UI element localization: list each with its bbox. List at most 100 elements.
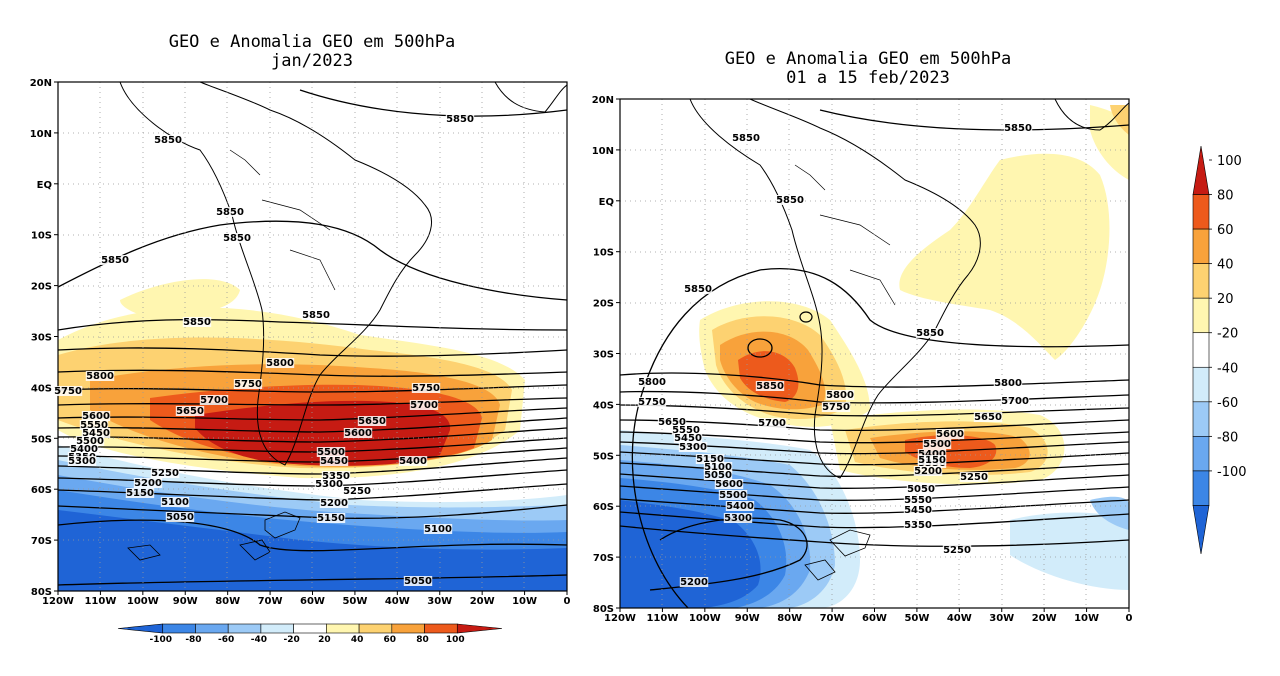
svg-text:5800: 5800 xyxy=(826,390,854,401)
latitude-tick-label: 50S xyxy=(593,451,614,462)
contour-label: 5850 xyxy=(731,133,761,144)
contour-label: 5250 xyxy=(150,468,180,479)
longitude-tick-label: 10W xyxy=(512,596,537,607)
colorbar-swatch xyxy=(1192,470,1210,506)
svg-text:5650: 5650 xyxy=(358,416,386,427)
contour-label: 5200 xyxy=(913,466,943,477)
longitude-tick-label: 110W xyxy=(646,613,678,624)
horizontal-colorbar: -100 -80 -60 -40 -20 20 40 60 80 100 xyxy=(117,623,503,645)
colorbar-tick-label: 20 xyxy=(1217,292,1234,307)
svg-text:5150: 5150 xyxy=(317,513,345,524)
svg-text:5850: 5850 xyxy=(183,317,211,328)
colorbar-tick-label: -100 xyxy=(1217,465,1247,480)
map1-anomaly-field xyxy=(58,82,567,591)
contour-label: 5400 xyxy=(69,444,99,455)
latitude-tick-label: 60S xyxy=(593,502,614,513)
contour-label: 5750 xyxy=(821,402,851,413)
contour-label: 5500 xyxy=(718,490,748,501)
colorbar-swatch xyxy=(1192,332,1210,368)
longitude-tick-label: 80W xyxy=(215,596,240,607)
svg-text:5450: 5450 xyxy=(904,505,932,516)
svg-text:5850: 5850 xyxy=(756,381,784,392)
contour-label: 5500 xyxy=(922,439,952,450)
latitude-tick-label: 40S xyxy=(31,383,52,394)
map-panel-february: GEO e Anomalia GEO em 500hPa 01 a 15 feb… xyxy=(592,49,1133,624)
colorbar-tick-label: 40 xyxy=(351,635,364,645)
contour-label: 5850 xyxy=(301,310,331,321)
colorbar-tick-label: 80 xyxy=(1217,189,1234,204)
colorbar-tick-label: 100 xyxy=(446,635,465,645)
colorbar-swatch xyxy=(424,623,458,634)
svg-text:5300: 5300 xyxy=(679,442,707,453)
map2-contour-labels: 5850585058505850585058505800580058005750… xyxy=(637,123,1033,588)
svg-text:5300: 5300 xyxy=(724,513,752,524)
svg-text:5600: 5600 xyxy=(715,479,743,490)
contour-label: 5250 xyxy=(959,472,989,483)
svg-text:5700: 5700 xyxy=(200,395,228,406)
svg-text:5200: 5200 xyxy=(320,498,348,509)
colorbar-swatch xyxy=(456,623,503,634)
longitude-tick-label: 90W xyxy=(735,613,760,624)
latitude-tick-label: 20S xyxy=(31,282,52,293)
colorbar-swatch xyxy=(358,623,393,634)
svg-text:5050: 5050 xyxy=(166,512,194,523)
contour-label: 5200 xyxy=(319,498,349,509)
svg-text:5850: 5850 xyxy=(446,114,474,125)
longitude-tick-label: 90W xyxy=(173,596,198,607)
contour-label: 5700 xyxy=(199,395,229,406)
svg-text:5100: 5100 xyxy=(161,497,189,508)
map1-longitude-ticks: 120W 110W 100W 90W 80W 70W 60W 50W 40W 30W 20W 10W 0 xyxy=(42,591,571,607)
colorbar-tick-label: -40 xyxy=(1217,361,1238,376)
contour-label: 5600 xyxy=(81,411,111,422)
svg-text:5100: 5100 xyxy=(424,524,452,535)
svg-text:5500: 5500 xyxy=(923,439,951,450)
contour-label: 5300 xyxy=(314,479,344,490)
svg-text:5200: 5200 xyxy=(134,478,162,489)
contour-label: 5700 xyxy=(409,400,439,411)
contour-label: 5550 xyxy=(903,495,933,506)
contour-label: 5650 xyxy=(973,412,1003,423)
latitude-tick-label: 70S xyxy=(593,553,614,564)
longitude-tick-label: 80W xyxy=(777,613,802,624)
svg-text:5700: 5700 xyxy=(758,418,786,429)
svg-text:5800: 5800 xyxy=(994,378,1022,389)
latitude-tick-label: 20N xyxy=(30,78,52,89)
svg-text:5150: 5150 xyxy=(918,455,946,466)
colorbar-tick-label: -80 xyxy=(185,635,201,645)
latitude-tick-label: 20S xyxy=(593,299,614,310)
contour-label: 5050 xyxy=(403,576,433,587)
svg-text:5750: 5750 xyxy=(54,386,82,397)
colorbar-tick-label: 20 xyxy=(318,635,331,645)
contour-label: 5200 xyxy=(679,577,709,588)
colorbar-swatch xyxy=(1192,297,1210,334)
contour-label: 5750 xyxy=(637,397,667,408)
colorbar-tick-label: 60 xyxy=(1217,223,1234,238)
svg-text:5250: 5250 xyxy=(943,545,971,556)
svg-text:5500: 5500 xyxy=(719,490,747,501)
latitude-tick-label: EQ xyxy=(599,197,614,208)
contour-label: 5800 xyxy=(993,378,1023,389)
contour-label: 5500 xyxy=(316,447,346,458)
longitude-tick-label: 50W xyxy=(904,613,929,624)
colorbar-swatch xyxy=(1192,228,1210,264)
colorbar-tick-label: -20 xyxy=(1217,327,1238,342)
svg-text:5600: 5600 xyxy=(344,428,372,439)
contour-label: 5600 xyxy=(343,428,373,439)
contour-label: 5350 xyxy=(321,471,351,482)
contour-label: 5650 xyxy=(357,416,387,427)
longitude-tick-label: 30W xyxy=(989,613,1014,624)
contour-label: 5050 xyxy=(703,470,733,481)
contour-label: 5300 xyxy=(678,442,708,453)
contour-label: 5300 xyxy=(723,513,753,524)
longitude-tick-label: 60W xyxy=(862,613,887,624)
contour-label: 5100 xyxy=(423,524,453,535)
colorbar-swatch xyxy=(227,623,262,634)
svg-text:5250: 5250 xyxy=(151,468,179,479)
contour-label: 5850 xyxy=(100,255,130,266)
contour-label: 5850 xyxy=(215,207,245,218)
contour-label: 5750 xyxy=(53,386,83,397)
contour-label: 5550 xyxy=(671,425,701,436)
contour-label: 5450 xyxy=(673,433,703,444)
svg-text:5400: 5400 xyxy=(70,444,98,455)
contour-label: 5800 xyxy=(265,358,295,369)
